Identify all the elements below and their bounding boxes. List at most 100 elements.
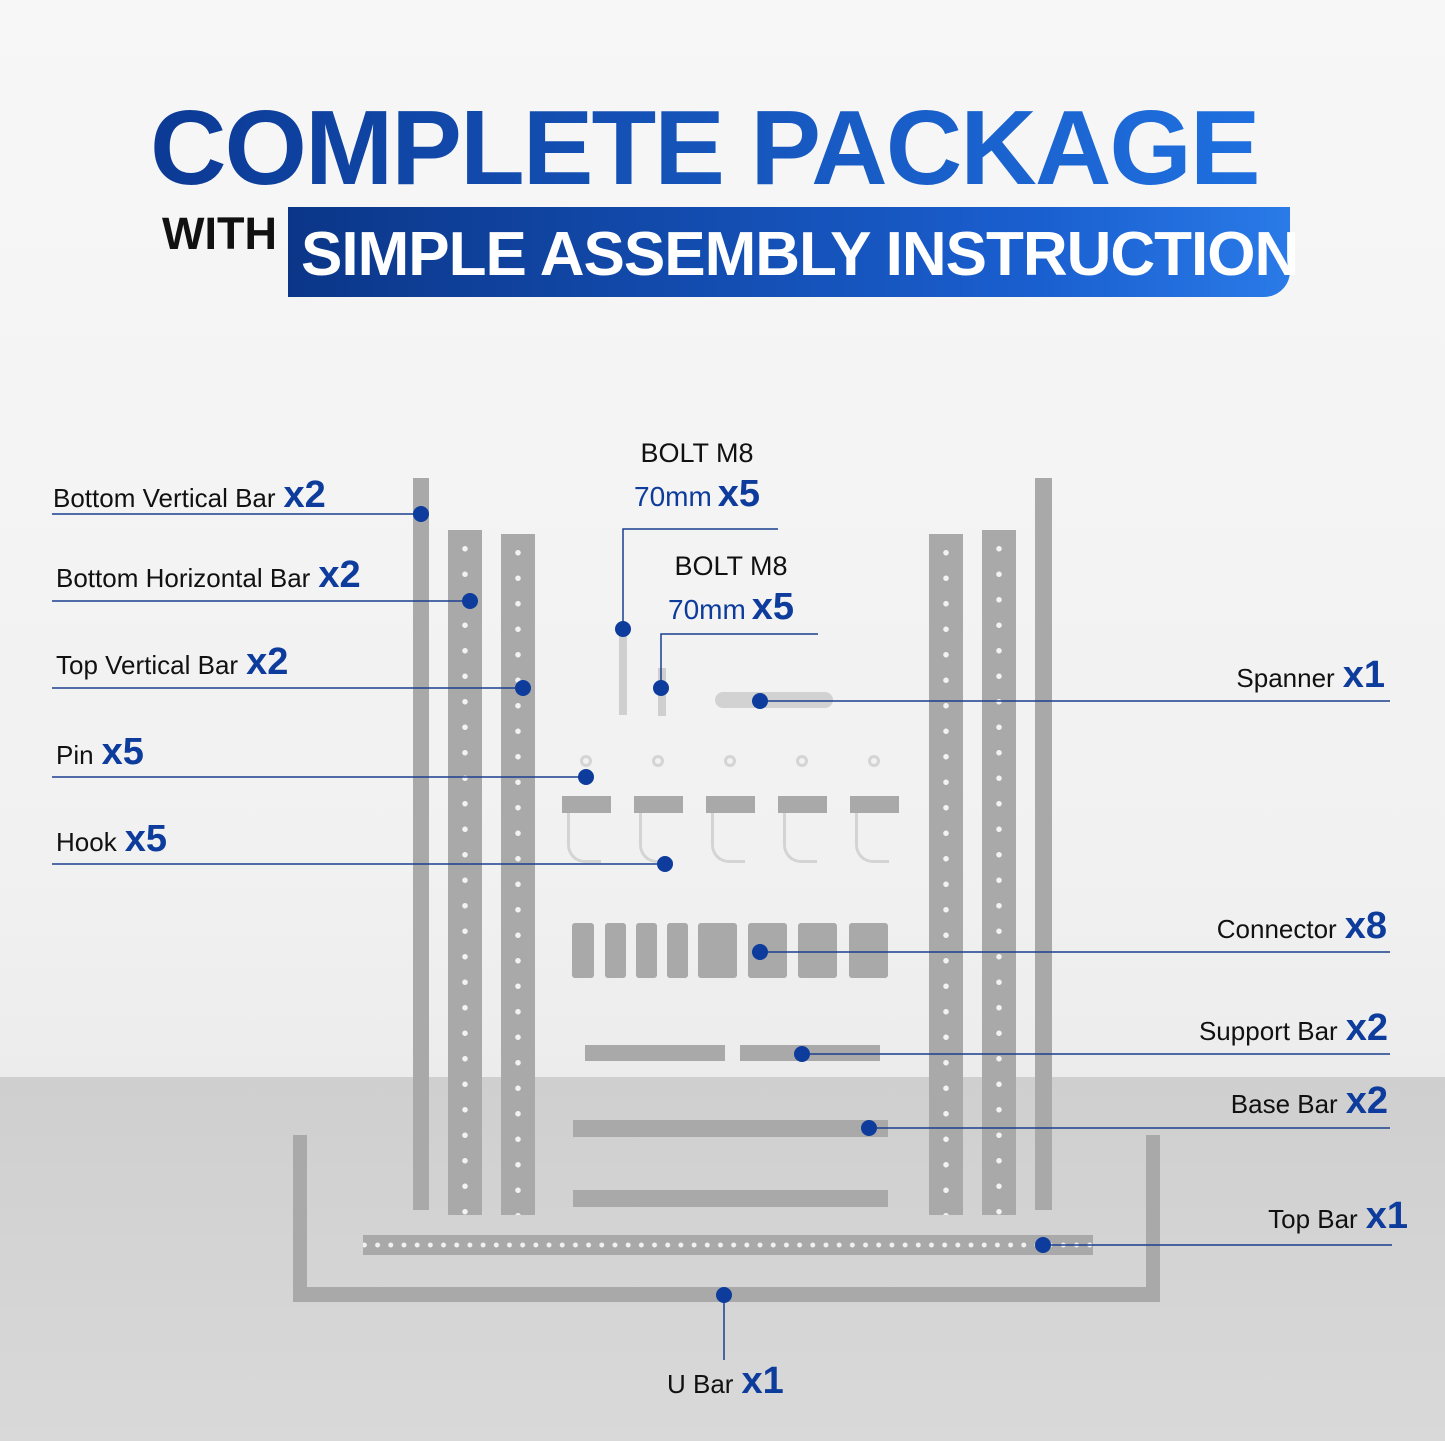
pin bbox=[652, 755, 664, 767]
hook bbox=[567, 813, 601, 863]
part-qty: x2 bbox=[1345, 1007, 1388, 1049]
top-bar bbox=[363, 1235, 1093, 1255]
bolt-name: BOLT M8 bbox=[674, 551, 788, 581]
label-u-bar: U Bar x1 bbox=[667, 1362, 784, 1400]
part-name: Top Vertical Bar bbox=[56, 650, 239, 680]
hook bbox=[639, 813, 673, 863]
marker-dot bbox=[752, 944, 768, 960]
part-name: Pin bbox=[56, 740, 94, 770]
part-qty: x1 bbox=[1365, 1195, 1408, 1237]
bolt-size-qty: 70mm x5 bbox=[668, 588, 794, 626]
perforated-bar bbox=[501, 534, 535, 1215]
part-qty: x2 bbox=[318, 554, 361, 596]
page-title: COMPLETE PACKAGE bbox=[150, 89, 1261, 207]
label-pin: Pin x5 bbox=[56, 733, 144, 771]
hook bbox=[855, 813, 889, 863]
part-qty: x2 bbox=[246, 641, 289, 683]
base-bar bbox=[573, 1190, 888, 1207]
part-name: Spanner bbox=[1236, 663, 1335, 693]
pin bbox=[868, 755, 880, 767]
connector bbox=[605, 923, 626, 978]
hook-plate bbox=[778, 796, 827, 813]
label-hook: Hook x5 bbox=[56, 820, 167, 858]
label-bolt-short: BOLT M8 70mm x5 bbox=[668, 551, 794, 627]
part-qty: x2 bbox=[283, 474, 326, 516]
marker-dot bbox=[861, 1120, 877, 1136]
label-base-bar: Base Bar x2 bbox=[1231, 1082, 1388, 1120]
label-top-bar: Top Bar x1 bbox=[1268, 1197, 1408, 1235]
hook bbox=[783, 813, 817, 863]
marker-dot bbox=[462, 593, 478, 609]
base-bar bbox=[573, 1120, 888, 1137]
marker-dot bbox=[1035, 1237, 1051, 1253]
hook-plate bbox=[634, 796, 683, 813]
hook-plate bbox=[706, 796, 755, 813]
bottom-vertical-bar-right bbox=[1035, 478, 1052, 1210]
connector bbox=[698, 923, 737, 978]
support-bar bbox=[740, 1045, 880, 1061]
label-bottom-horizontal-bar: Bottom Horizontal Bar x2 bbox=[56, 556, 361, 594]
marker-dot bbox=[716, 1287, 732, 1303]
label-spanner: Spanner x1 bbox=[1236, 656, 1385, 694]
u-bar-left bbox=[293, 1135, 307, 1302]
part-qty: x5 bbox=[101, 731, 144, 773]
bolt-qty: x5 bbox=[751, 586, 795, 628]
connector bbox=[849, 923, 888, 978]
hook bbox=[711, 813, 745, 863]
bolt-long bbox=[619, 630, 627, 715]
marker-dot bbox=[752, 693, 768, 709]
leader-line bbox=[660, 633, 818, 688]
part-name: Hook bbox=[56, 827, 117, 857]
marker-dot bbox=[657, 856, 673, 872]
perforated-bar bbox=[982, 530, 1016, 1215]
bolt-name: BOLT M8 bbox=[640, 438, 754, 468]
spanner bbox=[715, 692, 833, 708]
part-qty: x1 bbox=[741, 1360, 784, 1402]
u-bar-right bbox=[1146, 1135, 1160, 1302]
pin bbox=[724, 755, 736, 767]
part-name: U Bar bbox=[667, 1369, 734, 1399]
marker-dot bbox=[794, 1046, 810, 1062]
marker-dot bbox=[413, 506, 429, 522]
part-name: Connector bbox=[1216, 914, 1337, 944]
connector bbox=[798, 923, 837, 978]
label-top-vertical-bar: Top Vertical Bar x2 bbox=[56, 643, 288, 681]
subtitle-with: WITH bbox=[162, 208, 277, 259]
part-qty: x1 bbox=[1342, 654, 1385, 696]
part-name: Bottom Vertical Bar bbox=[53, 483, 276, 513]
bolt-size: 70mm bbox=[634, 481, 712, 512]
floor-background bbox=[0, 1077, 1445, 1441]
connector bbox=[572, 923, 594, 978]
bottom-vertical-bar-left bbox=[413, 478, 429, 1210]
part-qty: x5 bbox=[124, 818, 167, 860]
part-qty: x2 bbox=[1345, 1080, 1388, 1122]
part-name: Bottom Horizontal Bar bbox=[56, 563, 311, 593]
pin bbox=[580, 755, 592, 767]
label-bottom-vertical-bar: Bottom Vertical Bar x2 bbox=[53, 476, 326, 514]
hook-plate bbox=[562, 796, 611, 813]
connector bbox=[667, 923, 688, 978]
connector bbox=[636, 923, 657, 978]
bolt-size-qty: 70mm x5 bbox=[634, 475, 760, 513]
part-name: Support Bar bbox=[1198, 1016, 1338, 1046]
marker-dot bbox=[615, 621, 631, 637]
perforated-bar bbox=[929, 534, 963, 1215]
part-name: Base Bar bbox=[1230, 1089, 1338, 1119]
marker-dot bbox=[653, 680, 669, 696]
marker-dot bbox=[515, 680, 531, 696]
perforated-bar bbox=[448, 530, 482, 1215]
bolt-qty: x5 bbox=[717, 473, 761, 515]
part-name: Top Bar bbox=[1268, 1204, 1358, 1234]
support-bar bbox=[585, 1045, 725, 1061]
subtitle-banner: SIMPLE ASSEMBLY INSTRUCTION bbox=[288, 207, 1299, 297]
pin bbox=[796, 755, 808, 767]
label-connector: Connector x8 bbox=[1217, 907, 1387, 945]
part-qty: x8 bbox=[1344, 905, 1387, 947]
label-support-bar: Support Bar x2 bbox=[1199, 1009, 1388, 1047]
label-bolt-long: BOLT M8 70mm x5 bbox=[634, 438, 760, 514]
marker-dot bbox=[578, 769, 594, 785]
bolt-size: 70mm bbox=[668, 594, 746, 625]
hook-plate bbox=[850, 796, 899, 813]
leader-line bbox=[622, 528, 778, 629]
